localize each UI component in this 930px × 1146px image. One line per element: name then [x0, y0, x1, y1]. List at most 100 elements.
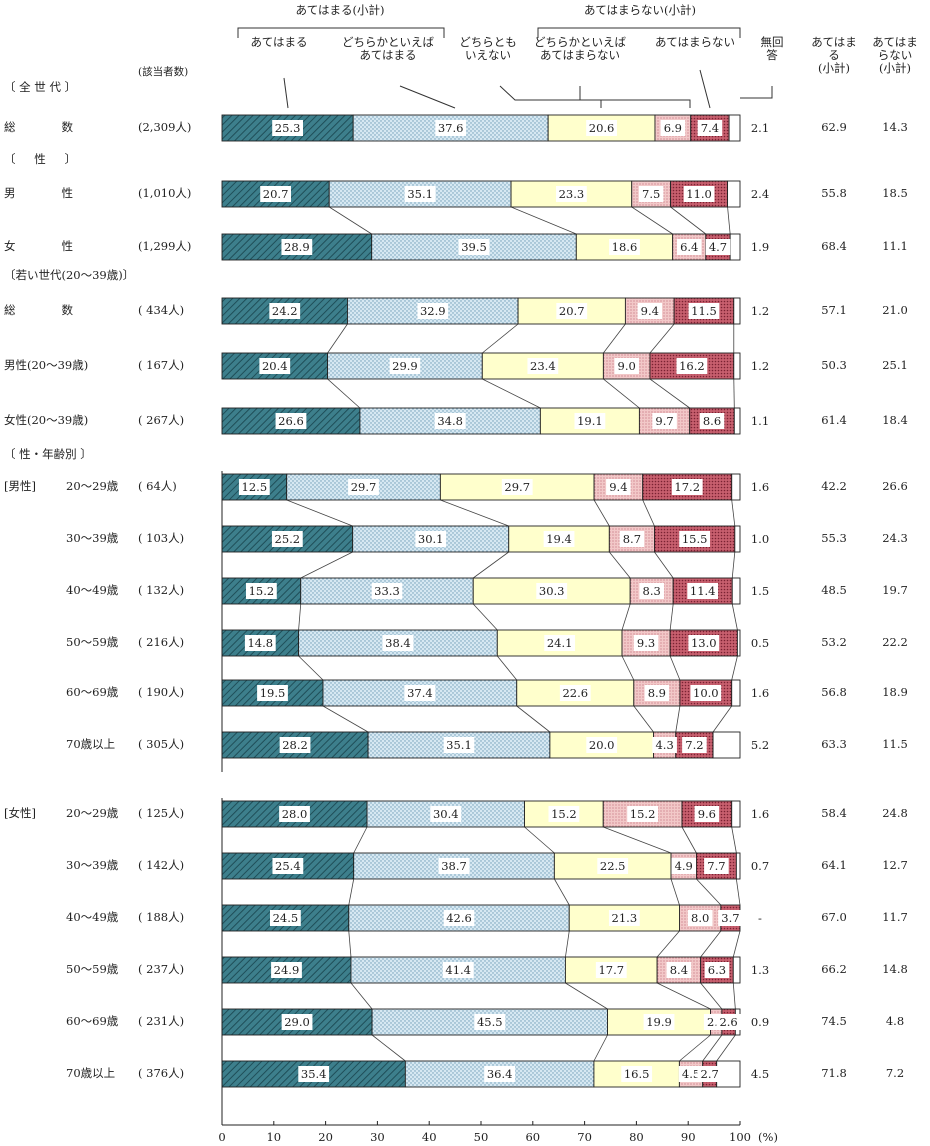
connector-line	[731, 655, 738, 681]
bar-segment	[729, 233, 741, 261]
subtotal-not-applies: 11.7	[882, 910, 908, 924]
data-label: 38.7	[441, 859, 467, 873]
data-label-box	[608, 910, 640, 926]
connector-line	[603, 826, 672, 854]
data-label-box	[544, 635, 576, 651]
data-label: 15.5	[682, 532, 708, 546]
header-group-applies: あてはまる(小計)	[295, 3, 384, 17]
subtotal-applies: 68.4	[821, 239, 847, 253]
data-label: 19.5	[260, 686, 286, 700]
respondent-count: ( 103人)	[138, 531, 184, 545]
connector-line	[735, 878, 741, 906]
data-label: 28.2	[282, 738, 308, 752]
data-label-box	[704, 858, 729, 874]
bar-segment	[733, 297, 741, 325]
data-label: 25.4	[275, 859, 301, 873]
data-label: 22.6	[562, 686, 588, 700]
data-label-box	[643, 1014, 675, 1030]
respondent-count: ( 142人)	[138, 858, 184, 872]
no-answer-value: 1.2	[751, 359, 769, 373]
data-label-box	[271, 531, 303, 547]
data-label: 24.2	[272, 304, 298, 318]
data-label-box	[639, 583, 664, 599]
data-label: 15.2	[551, 807, 577, 821]
connector-line	[329, 206, 372, 235]
subtotal-not-applies: 22.2	[882, 635, 908, 649]
data-label-box	[644, 685, 670, 701]
row-label: 女 性	[4, 239, 73, 253]
data-label: 32.9	[420, 304, 446, 318]
data-label: 9.0	[618, 359, 636, 373]
data-label: 8.4	[670, 963, 688, 977]
data-label: 11.5	[691, 304, 717, 318]
connector-line	[716, 1034, 736, 1062]
bar-segment	[735, 852, 741, 880]
data-label-box	[272, 858, 304, 874]
data-label-box	[443, 910, 475, 926]
data-label-box	[614, 358, 639, 374]
subtotal-applies: 64.1	[821, 858, 847, 872]
data-label-box	[281, 1014, 313, 1030]
section-label: 〔 性 〕	[4, 152, 76, 166]
connector-line	[621, 655, 635, 681]
leader-4	[699, 69, 711, 109]
no-answer-value: 2.4	[751, 187, 769, 201]
data-label: 8.3	[643, 584, 661, 598]
data-label-box	[238, 479, 270, 495]
subtotal-applies: 61.4	[821, 413, 847, 427]
no-answer-value: 0.9	[751, 1015, 769, 1029]
data-label: 19.4	[546, 532, 572, 546]
subtotal-applies: 48.5	[821, 583, 847, 597]
connector-line	[440, 499, 509, 527]
legend-3: どちらかといえばあてはまらない	[534, 35, 626, 62]
connector-line	[371, 1034, 406, 1062]
data-label: 10.0	[693, 686, 719, 700]
bar-segment	[712, 731, 741, 759]
data-label-box	[430, 806, 462, 822]
data-label: 7.7	[707, 859, 725, 873]
data-label: 29.7	[351, 480, 377, 494]
connector-line	[732, 930, 741, 958]
data-label-box	[638, 186, 664, 202]
data-label: 17.7	[598, 963, 624, 977]
data-label: 14.8	[247, 636, 273, 650]
data-label: 30.1	[418, 532, 444, 546]
data-label-box	[690, 685, 722, 701]
data-label: 9.4	[609, 480, 627, 494]
row-label: 70歳以上	[66, 1066, 115, 1080]
no-answer-value: 1.6	[751, 480, 769, 494]
subtotal-not-applies: 7.2	[886, 1066, 904, 1080]
connector-line	[727, 206, 731, 235]
connector-line	[327, 323, 348, 354]
no-answer-value: -	[758, 911, 762, 925]
chart-header: あてはまる(小計) あてはまらない(小計) (該当者数) あてはまる どちらかといえばあ…	[138, 3, 918, 109]
data-label: 42.6	[446, 911, 472, 925]
data-label-box	[683, 186, 715, 202]
respondents-heading: (該当者数)	[138, 65, 188, 78]
respondent-count: ( 231人)	[138, 1014, 184, 1028]
bar-segment	[731, 473, 741, 501]
bar-segment	[732, 956, 741, 984]
data-label: 19.9	[646, 1015, 672, 1029]
connector-line	[732, 982, 736, 1010]
data-label-box	[404, 685, 436, 701]
row-label: 20～29歳	[66, 806, 119, 820]
connector-line	[286, 499, 353, 527]
bar-segment	[731, 800, 741, 828]
data-label-box	[434, 413, 466, 429]
x-axis: 0 10 20 30 40 50 60 70 80 90 100 (%)	[218, 471, 778, 1144]
legend-5: 無回答	[761, 35, 784, 62]
data-label: 13.0	[691, 636, 717, 650]
data-label-box	[688, 635, 720, 651]
data-label-box	[474, 1014, 506, 1030]
section-label: 〔若い世代(20～39歳)〕	[4, 268, 134, 282]
row-label: 30～39歳	[66, 531, 119, 545]
legend-1: どちらかといえばあてはまる	[342, 35, 434, 62]
legend-4: あてはまらない	[655, 35, 735, 49]
bar-segment	[731, 577, 741, 605]
data-label-box	[257, 685, 288, 701]
bars	[221, 114, 741, 1088]
leader-5	[740, 86, 773, 99]
brace-not-applies	[537, 27, 741, 38]
row-label: 総 数	[4, 303, 73, 317]
